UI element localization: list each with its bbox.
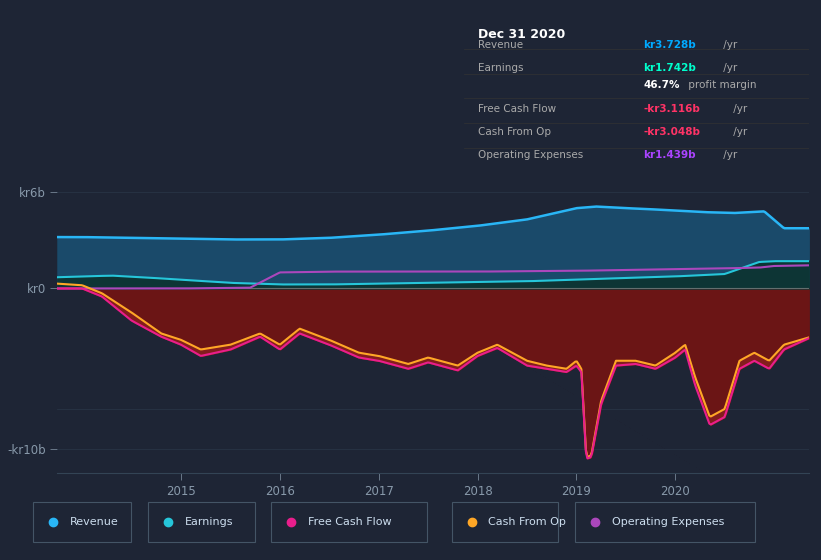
Text: Earnings: Earnings: [478, 63, 523, 73]
Text: Earnings: Earnings: [185, 517, 233, 527]
Text: /yr: /yr: [720, 151, 737, 160]
Text: kr1.742b: kr1.742b: [643, 63, 696, 73]
Text: -kr3.116b: -kr3.116b: [643, 104, 700, 114]
Text: Revenue: Revenue: [70, 517, 118, 527]
Text: Operating Expenses: Operating Expenses: [478, 151, 583, 160]
Text: 46.7%: 46.7%: [643, 80, 680, 90]
Text: Cash From Op: Cash From Op: [478, 127, 551, 137]
Text: Free Cash Flow: Free Cash Flow: [478, 104, 556, 114]
Text: profit margin: profit margin: [685, 80, 756, 90]
Text: kr1.439b: kr1.439b: [643, 151, 695, 160]
Text: /yr: /yr: [730, 127, 747, 137]
Text: Operating Expenses: Operating Expenses: [612, 517, 724, 527]
Text: /yr: /yr: [720, 40, 737, 49]
Text: Cash From Op: Cash From Op: [488, 517, 566, 527]
Text: Revenue: Revenue: [478, 40, 523, 49]
Text: Dec 31 2020: Dec 31 2020: [478, 27, 565, 40]
Text: -kr3.048b: -kr3.048b: [643, 127, 700, 137]
Text: /yr: /yr: [720, 63, 737, 73]
Text: /yr: /yr: [730, 104, 747, 114]
Text: kr3.728b: kr3.728b: [643, 40, 696, 49]
Text: Free Cash Flow: Free Cash Flow: [308, 517, 392, 527]
